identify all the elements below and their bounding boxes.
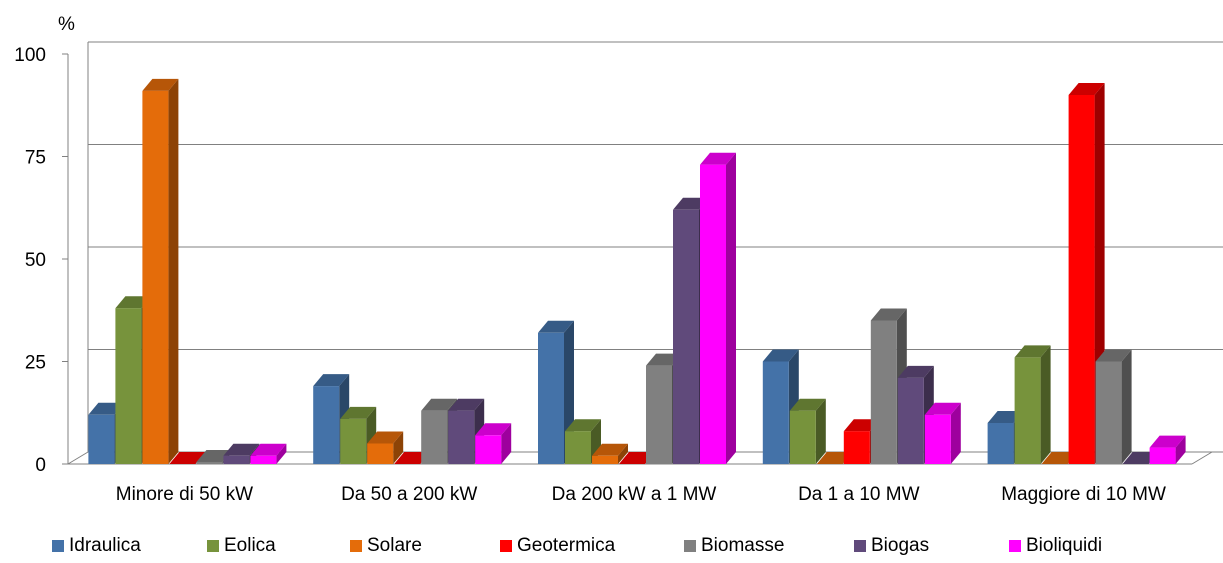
x-tick-label: Da 50 a 200 kW bbox=[341, 484, 477, 505]
bar-side bbox=[1122, 350, 1132, 465]
bar-bioliquidi-3 bbox=[925, 403, 961, 464]
bar-front bbox=[898, 378, 924, 464]
legend-label: Idraulica bbox=[69, 535, 141, 557]
x-tick-label: Da 1 a 10 MW bbox=[798, 484, 919, 505]
bar-front bbox=[142, 91, 168, 464]
bar-bioliquidi-4 bbox=[1150, 436, 1186, 464]
y-tick-label: 100 bbox=[14, 45, 46, 66]
bar-front bbox=[790, 411, 816, 464]
bar-front bbox=[340, 419, 366, 464]
bar-front bbox=[1150, 448, 1176, 464]
y-tick-label: 0 bbox=[35, 455, 46, 476]
bar-front bbox=[925, 415, 951, 464]
bar-front bbox=[592, 456, 618, 464]
x-tick-label: Minore di 50 kW bbox=[116, 484, 253, 505]
bar-front bbox=[421, 411, 447, 464]
bar-side bbox=[1041, 345, 1051, 464]
y-tick-label: 50 bbox=[25, 250, 46, 271]
legend-label: Geotermica bbox=[517, 535, 615, 557]
bars bbox=[88, 79, 1185, 464]
legend-label: Biogas bbox=[871, 535, 929, 557]
legend-item-biogas: Biogas bbox=[854, 535, 929, 557]
legend-item-eolica: Eolica bbox=[207, 535, 276, 557]
bar-front bbox=[223, 456, 249, 464]
bar-biomasse-4 bbox=[1096, 350, 1132, 465]
bar-front bbox=[367, 444, 393, 465]
legend-label: Eolica bbox=[224, 535, 276, 557]
legend-label: Bioliquidi bbox=[1026, 535, 1102, 557]
legend-swatch bbox=[684, 540, 696, 552]
bar-front bbox=[250, 456, 276, 464]
bar-front bbox=[844, 431, 870, 464]
legend-swatch bbox=[52, 540, 64, 552]
legend-item-solare: Solare bbox=[350, 535, 422, 557]
y-tick-label: 25 bbox=[25, 353, 46, 374]
floor-right-diagonal bbox=[1192, 452, 1212, 464]
bar-front bbox=[538, 333, 564, 464]
bar-front bbox=[475, 435, 501, 464]
bar-side bbox=[168, 79, 178, 464]
legend-item-geotermica: Geotermica bbox=[500, 535, 615, 557]
legend-swatch bbox=[207, 540, 219, 552]
legend-swatch bbox=[500, 540, 512, 552]
bar-eolica-3 bbox=[790, 399, 826, 464]
bar-bioliquidi-1 bbox=[475, 423, 511, 464]
legend-swatch bbox=[350, 540, 362, 552]
bar-front bbox=[763, 362, 789, 465]
bar-front bbox=[700, 165, 726, 464]
legend-swatch bbox=[854, 540, 866, 552]
bar-front bbox=[646, 366, 672, 464]
x-tick-label: Da 200 kW a 1 MW bbox=[552, 484, 717, 505]
y-tick-label: 75 bbox=[25, 148, 46, 169]
legend-item-idraulica: Idraulica bbox=[52, 535, 141, 557]
bar-bioliquidi-2 bbox=[700, 153, 736, 464]
legend: Idraulica Eolica Solare Geotermica Biomasse B… bbox=[52, 535, 1222, 557]
bar-front bbox=[1069, 95, 1095, 464]
bar-solare-0 bbox=[142, 79, 178, 464]
bar-front bbox=[115, 308, 141, 464]
bar-side bbox=[726, 153, 736, 464]
bar-eolica-4 bbox=[1015, 345, 1051, 464]
legend-label: Biomasse bbox=[701, 535, 784, 557]
bar-front bbox=[313, 386, 339, 464]
bar-front bbox=[1015, 357, 1041, 464]
bar-front bbox=[1096, 362, 1122, 465]
bar-front bbox=[565, 431, 591, 464]
bar-front bbox=[88, 415, 114, 464]
legend-swatch bbox=[1009, 540, 1021, 552]
legend-item-bioliquidi: Bioliquidi bbox=[1009, 535, 1102, 557]
bar-front bbox=[196, 462, 222, 464]
y-axis-title: % bbox=[58, 14, 75, 35]
gridlines bbox=[88, 42, 1223, 350]
legend-label: Solare bbox=[367, 535, 422, 557]
x-tick-label: Maggiore di 10 MW bbox=[1001, 484, 1166, 505]
bar-front bbox=[871, 321, 897, 465]
floor-diagonal bbox=[68, 452, 88, 464]
legend-item-biomasse: Biomasse bbox=[684, 535, 784, 557]
bar-front bbox=[988, 423, 1014, 464]
bar-front bbox=[673, 210, 699, 464]
bar-front bbox=[448, 411, 474, 464]
